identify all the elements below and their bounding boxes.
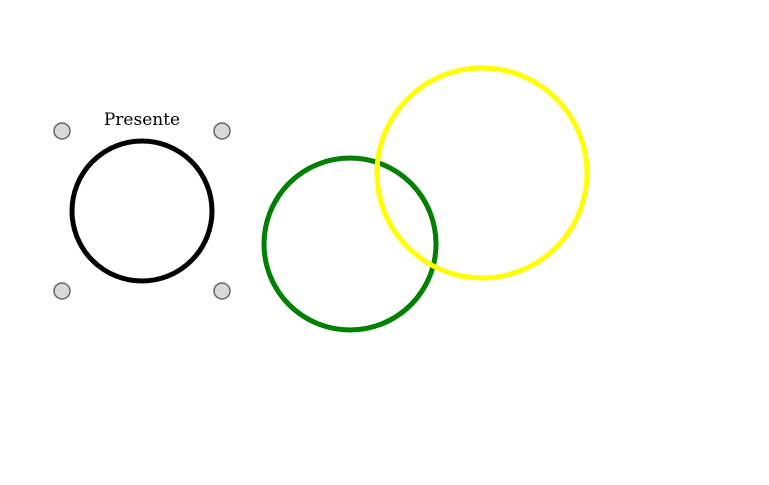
green-circle[interactable] <box>261 155 439 333</box>
resize-handle-top-left[interactable] <box>53 122 71 140</box>
resize-handle-bottom-right[interactable] <box>213 282 231 300</box>
resize-handle-top-right[interactable] <box>213 122 231 140</box>
resize-handle-bottom-left[interactable] <box>53 282 71 300</box>
black-circle[interactable] <box>69 138 215 284</box>
yellow-circle[interactable] <box>374 65 590 281</box>
selected-shape-group[interactable]: Presente <box>53 110 231 300</box>
shape-label[interactable]: Presente <box>104 110 180 130</box>
